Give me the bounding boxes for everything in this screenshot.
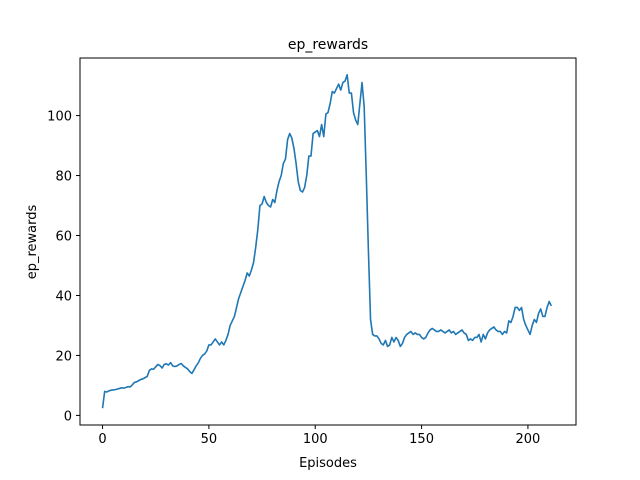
x-axis-label: Episodes [299, 456, 357, 471]
y-tick-label: 60 [55, 230, 72, 245]
x-tick-label: 200 [516, 432, 541, 447]
x-tick-label: 100 [303, 432, 328, 447]
x-tick-label: 50 [201, 432, 218, 447]
y-tick-label: 80 [55, 170, 72, 185]
x-tick-label: 0 [98, 432, 106, 447]
y-tick-label: 20 [55, 349, 72, 364]
chart-title: ep_rewards [288, 37, 368, 53]
y-axis-label: ep_rewards [25, 204, 40, 279]
y-tick-label: 0 [64, 409, 72, 424]
plot-frame [79, 57, 577, 426]
data-line [101, 73, 553, 409]
y-tick-label: 100 [47, 110, 72, 125]
x-tick-label: 150 [409, 432, 434, 447]
y-tick-label: 40 [55, 289, 72, 304]
